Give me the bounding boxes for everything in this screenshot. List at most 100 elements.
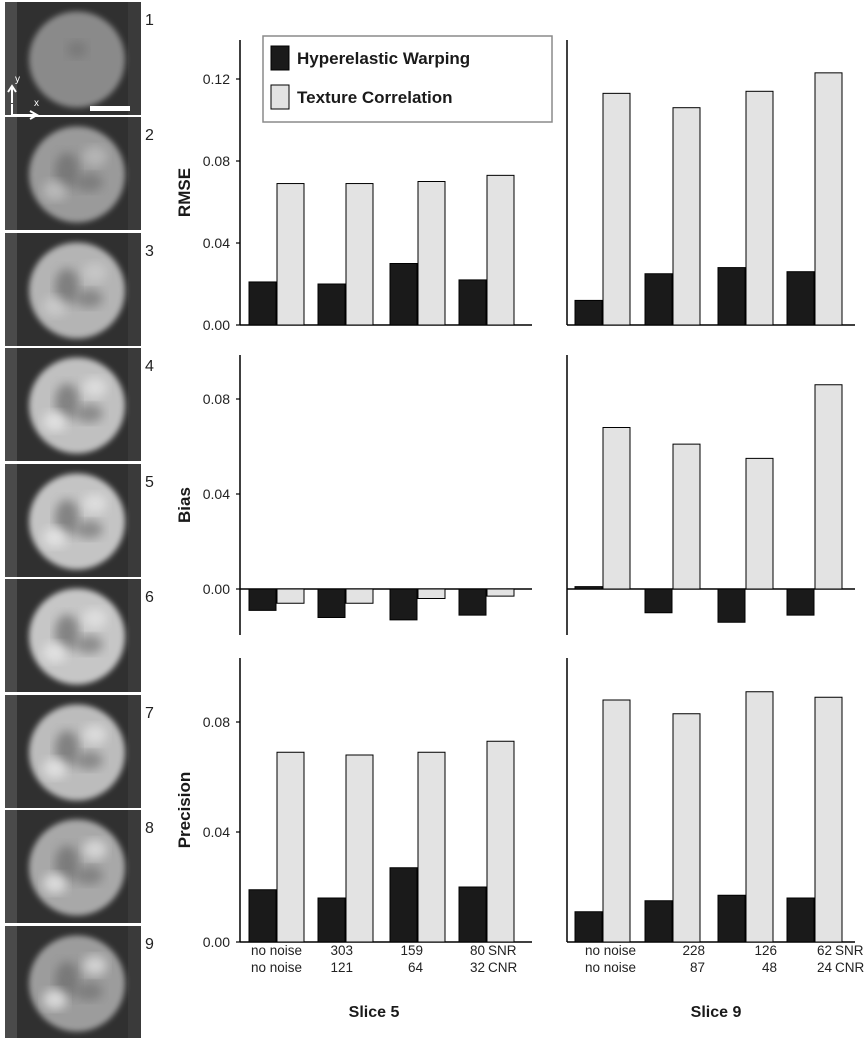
bar-hyperelastic	[248, 281, 277, 326]
slice-number: 3	[145, 243, 154, 260]
y-tick-label: 0.04	[203, 824, 230, 840]
snr-label-slice5: SNR	[488, 943, 517, 958]
legend: Hyperelastic Warping Texture Correlation	[262, 35, 553, 123]
category-cnr-label: 121	[330, 960, 353, 975]
axis-x-label: x	[34, 98, 39, 109]
slice-number: 1	[145, 12, 154, 29]
category-snr-label: no noise	[585, 943, 636, 958]
bar-texture	[745, 457, 774, 590]
slice-number: 6	[145, 589, 154, 606]
scale-bar	[90, 106, 130, 111]
bar-texture	[345, 588, 374, 604]
bar-hyperelastic	[786, 897, 815, 943]
slice-number-labels: 1 2 3 4 5 6 7 8 9	[145, 12, 154, 953]
slice-number: 5	[145, 474, 154, 491]
xlabel-slice9: Slice 9	[691, 1004, 742, 1021]
category-cnr-label: 48	[762, 960, 777, 975]
bar-texture	[417, 181, 446, 326]
bar-texture	[672, 443, 701, 590]
category-cnr-label: no noise	[251, 960, 302, 975]
bar-hyperelastic	[786, 588, 815, 616]
slice-image	[5, 810, 141, 923]
bar-texture	[276, 588, 305, 604]
chart-panel-slice5-rmse: 0.00 0.04 0.08 0.12 RMSE	[175, 40, 532, 333]
snr-cnr-labels: SNR CNR SNR CNR	[488, 943, 864, 975]
bar-texture	[486, 588, 515, 597]
slice-image	[5, 2, 141, 115]
bar-texture	[486, 740, 515, 943]
slice-image	[5, 695, 141, 808]
bar-texture	[814, 384, 843, 590]
category-cnr-label: 24	[817, 960, 833, 975]
y-tick-label: 0.12	[203, 71, 230, 87]
slice-image	[5, 117, 141, 230]
chart-panels: 0.000.040.080.12RMSE0.000.040.08Bias0.00…	[175, 40, 855, 975]
bar-hyperelastic	[717, 267, 746, 326]
y-axis-label: Precision	[175, 772, 194, 849]
y-tick-label: 0.04	[203, 486, 230, 502]
category-cnr-label: 64	[408, 960, 424, 975]
y-tick-label: 0.00	[203, 581, 230, 597]
bar-hyperelastic	[458, 279, 487, 326]
bar-hyperelastic	[389, 588, 418, 621]
bar-hyperelastic	[644, 273, 673, 326]
xlabel-slice5: Slice 5	[349, 1004, 400, 1021]
category-snr-label: 228	[682, 943, 705, 958]
bar-hyperelastic	[389, 263, 418, 326]
bar-texture	[745, 90, 774, 326]
bar-hyperelastic	[644, 588, 673, 614]
bar-texture	[745, 691, 774, 943]
y-tick-label: 0.08	[203, 391, 230, 407]
category-snr-label: 80	[470, 943, 485, 958]
bar-texture	[672, 107, 701, 326]
axis-indicator-icon: y x	[7, 74, 40, 120]
slice-number: 8	[145, 820, 154, 837]
bar-hyperelastic	[644, 900, 673, 943]
bar-hyperelastic	[317, 897, 346, 943]
bar-hyperelastic	[717, 894, 746, 943]
bar-texture	[417, 588, 446, 599]
bar-texture	[602, 699, 631, 943]
bar-hyperelastic	[458, 886, 487, 943]
snr-label-slice9: SNR	[835, 943, 864, 958]
bar-texture	[276, 183, 305, 326]
bar-texture	[602, 92, 631, 326]
bar-hyperelastic	[458, 588, 487, 616]
y-axis-label: Bias	[175, 487, 194, 523]
bar-hyperelastic	[574, 586, 603, 590]
chart-panel-slice9-rmse	[566, 40, 855, 326]
slice-image	[5, 579, 141, 692]
bar-texture	[602, 427, 631, 590]
category-cnr-label: 87	[690, 960, 705, 975]
legend-label-texture: Texture Correlation	[297, 88, 453, 107]
slice-number: 4	[145, 358, 154, 375]
bar-hyperelastic	[574, 299, 603, 326]
bar-texture	[345, 183, 374, 326]
slice-number: 7	[145, 705, 154, 722]
bar-texture	[417, 751, 446, 943]
bar-texture	[276, 751, 305, 943]
bar-hyperelastic	[248, 889, 277, 943]
axis-y-label: y	[15, 74, 20, 85]
slice-number: 9	[145, 936, 154, 953]
slice-image	[5, 926, 141, 1038]
chart-panel-slice9-bias	[566, 355, 855, 635]
y-tick-label: 0.00	[203, 934, 230, 950]
bar-texture	[814, 696, 843, 943]
y-tick-label: 0.08	[203, 153, 230, 169]
category-cnr-label: no noise	[585, 960, 636, 975]
slice-image	[5, 464, 141, 577]
bar-texture	[345, 754, 374, 943]
category-snr-label: 62	[817, 943, 832, 958]
image-strip	[5, 2, 141, 1038]
category-snr-label: no noise	[251, 943, 302, 958]
legend-swatch-hyperelastic	[270, 45, 290, 71]
bar-hyperelastic	[317, 588, 346, 618]
category-snr-label: 126	[754, 943, 777, 958]
bar-hyperelastic	[317, 283, 346, 326]
legend-swatch-texture	[270, 84, 290, 110]
legend-label-hyperelastic: Hyperelastic Warping	[297, 49, 470, 68]
y-tick-label: 0.00	[203, 317, 230, 333]
cnr-label-slice5: CNR	[488, 960, 517, 975]
